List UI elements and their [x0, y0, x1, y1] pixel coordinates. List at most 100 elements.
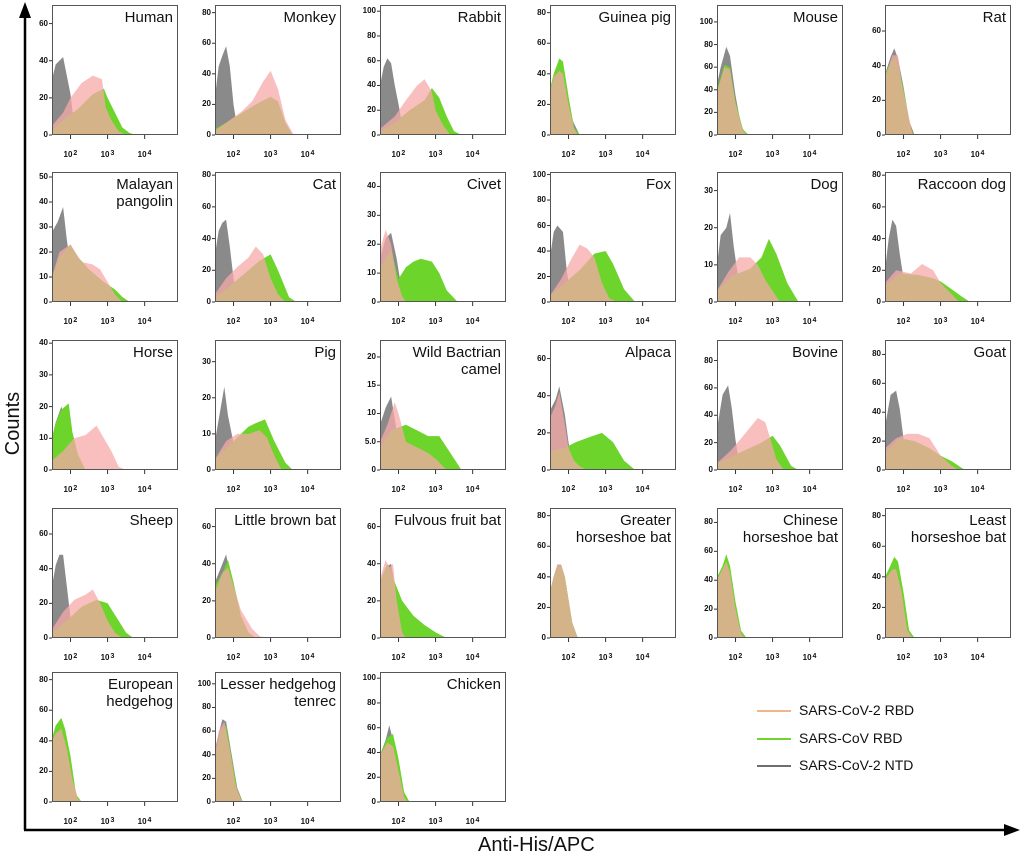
panel-title: Wild Bactrian camel: [413, 344, 501, 378]
histogram-plot: [212, 172, 341, 306]
x-tick-label: 104: [301, 150, 315, 159]
panel-title-line: camel: [460, 361, 501, 378]
y-axis-arrowhead: [19, 2, 31, 18]
histogram-cov2rbd: [717, 67, 747, 135]
y-tick-label: 40: [39, 563, 48, 573]
y-tick-label: 0: [708, 297, 713, 306]
panel-title-line: tenrec: [294, 693, 336, 710]
x-tick-base: 10: [765, 150, 775, 159]
x-tick-label: 104: [803, 150, 817, 159]
x-tick-label: 104: [138, 653, 152, 662]
x-tick-label: 102: [64, 653, 78, 662]
y-tick-label: 40: [367, 558, 376, 568]
x-tick-exponent: 4: [645, 317, 650, 324]
x-tick-base: 10: [263, 485, 273, 494]
x-tick-exponent: 3: [438, 817, 443, 824]
x-tick-label: 102: [64, 150, 78, 159]
panel-fox: 0 20 40 60 80 100 102 103 104 Fox: [533, 170, 676, 326]
y-tick-label: 0: [371, 465, 376, 474]
y-tick-label: 60: [872, 26, 881, 35]
x-tick-base: 10: [226, 150, 236, 159]
y-tick-label: 10: [704, 259, 713, 269]
y-tick-label: 40: [202, 233, 211, 243]
histogram-cov2rbd: [885, 264, 960, 302]
x-tick-base: 10: [970, 485, 980, 494]
x-tick-base: 10: [970, 317, 980, 326]
y-tick-label: 60: [704, 62, 713, 72]
panel-title-line: Mouse: [792, 9, 838, 26]
y-tick-label: 80: [872, 170, 881, 180]
y-tick-label: 20: [704, 604, 713, 614]
x-tick-exponent: 4: [812, 485, 817, 492]
x-tick-label: 104: [636, 150, 650, 159]
y-tick-label: 20: [872, 95, 881, 105]
x-tick-label: 102: [562, 317, 576, 326]
y-tick-label: 40: [872, 233, 881, 243]
x-tick-exponent: 2: [236, 817, 241, 824]
plot-frame: [717, 5, 843, 135]
x-tick-label: 102: [64, 817, 78, 826]
x-tick-exponent: 4: [310, 817, 315, 824]
histogram-plot: [49, 172, 178, 306]
x-tick-label: 104: [466, 817, 480, 826]
panel-title-line: Goat: [973, 344, 1006, 361]
panel-title: Little brown bat: [234, 512, 336, 529]
y-tick-label: 20: [39, 401, 48, 411]
x-tick-base: 10: [802, 485, 812, 494]
y-tick-label: 20: [39, 247, 48, 256]
x-tick-base: 10: [137, 150, 147, 159]
plot-frame: [550, 5, 676, 135]
x-tick-base: 10: [391, 485, 401, 494]
x-tick-base: 10: [765, 653, 775, 662]
histogram-cov2rbd: [52, 75, 127, 135]
x-tick-label: 102: [562, 653, 576, 662]
x-tick-exponent: 4: [812, 150, 817, 157]
x-tick-base: 10: [728, 485, 738, 494]
plot-frame: [52, 672, 178, 802]
x-tick-base: 10: [635, 653, 645, 662]
x-tick-base: 10: [428, 485, 438, 494]
x-tick-exponent: 4: [310, 150, 315, 157]
x-tick-base: 10: [63, 653, 73, 662]
histogram-plot: [714, 340, 843, 474]
x-tick-label: 102: [729, 485, 743, 494]
plot-frame: [550, 508, 676, 638]
x-tick-exponent: 4: [475, 150, 480, 157]
y-tick-label: 15: [367, 380, 376, 390]
y-tick-label: 0: [43, 465, 48, 474]
panel-title-line: Little brown bat: [234, 512, 336, 529]
x-tick-base: 10: [933, 317, 943, 326]
y-tick-label: 20: [202, 265, 211, 275]
histogram-cov2rbd: [717, 418, 784, 470]
panel-title: Sheep: [130, 512, 173, 529]
y-tick-label: 60: [704, 382, 713, 392]
x-tick-exponent: 2: [738, 317, 743, 324]
y-tick-label: 10: [202, 428, 211, 438]
panel-dog: 0 10 20 30 102 103 104 Dog: [704, 172, 843, 326]
histogram-plot: [547, 172, 676, 306]
y-tick-label: 30: [367, 210, 376, 220]
y-tick-label: 50: [39, 172, 48, 181]
x-tick-exponent: 4: [310, 317, 315, 324]
y-tick-label: 20: [39, 598, 48, 608]
x-tick-exponent: 3: [110, 150, 115, 157]
x-tick-exponent: 4: [475, 317, 480, 324]
x-tick-exponent: 4: [645, 485, 650, 492]
y-tick-label: 30: [39, 222, 48, 231]
x-tick-label: 102: [227, 150, 241, 159]
histogram-cov2rbd: [380, 402, 447, 470]
x-tick-base: 10: [465, 150, 475, 159]
y-tick-label: 40: [704, 84, 713, 94]
y-tick-label: 20: [537, 99, 546, 109]
y-tick-label: 40: [39, 338, 48, 348]
panel-title-line: Guinea pig: [598, 9, 671, 26]
x-tick-label: 103: [599, 485, 613, 494]
panel-cat: 0 20 40 60 80 102 103 104 Cat: [202, 171, 341, 326]
panel-title-line: Dog: [810, 176, 838, 193]
x-tick-exponent: 3: [608, 653, 613, 660]
y-tick-label: 10: [367, 408, 376, 418]
y-tick-label: 80: [202, 170, 211, 180]
x-tick-exponent: 4: [980, 485, 985, 492]
x-tick-base: 10: [263, 317, 273, 326]
panel-title: Chinese horseshoe bat: [743, 512, 838, 546]
